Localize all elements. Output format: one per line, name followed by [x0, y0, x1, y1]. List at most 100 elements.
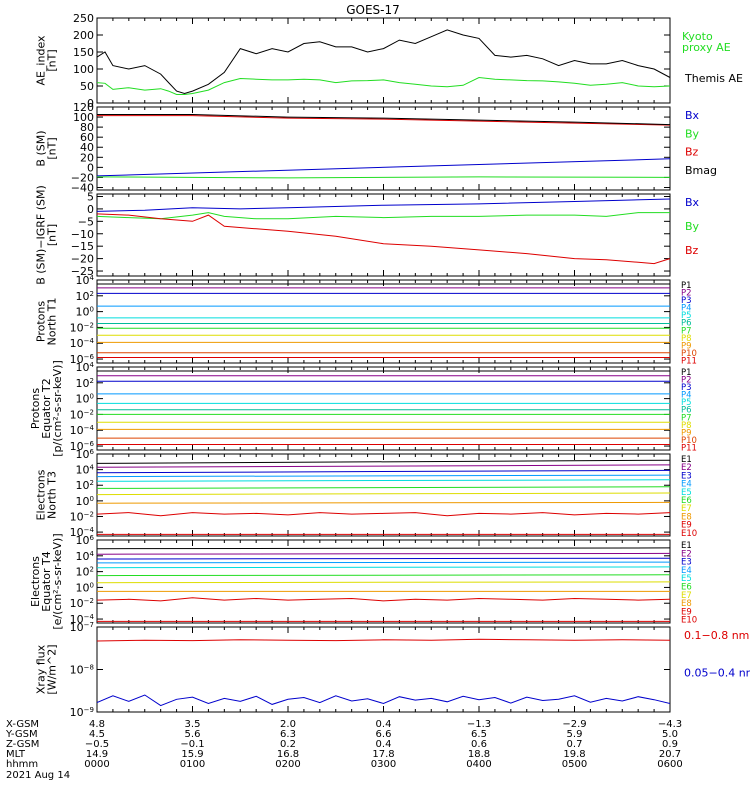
- legend-label: E5: [681, 574, 692, 584]
- x-row-value: 0000: [84, 759, 109, 770]
- legend-label: P7: [681, 326, 692, 336]
- y-tick-label: 40: [80, 141, 94, 154]
- figure-title: GOES-17: [346, 3, 400, 17]
- legend-label: P5: [681, 311, 692, 321]
- y-tick-label: 10−2: [70, 408, 94, 421]
- legend-label: Themis AE: [684, 72, 743, 85]
- y-tick-label: 10−4: [70, 613, 95, 626]
- y-tick-label: 50: [80, 80, 94, 93]
- x-row-value: 0.4: [376, 739, 392, 750]
- plot-frame: [96, 366, 671, 451]
- legend-label: P2: [681, 289, 692, 299]
- y-tick-label: −10: [71, 228, 94, 241]
- legend-label: P11: [681, 357, 697, 367]
- legend-label: 0.05−0.4 nm: [684, 667, 750, 680]
- series-line-bz: [97, 115, 670, 126]
- legend-label: E10: [681, 616, 697, 626]
- legend-label: Bz: [685, 146, 699, 159]
- legend-label: P4: [681, 304, 692, 314]
- x-row-value: 5.0: [662, 729, 678, 740]
- legend-label: P9: [681, 341, 692, 351]
- series-line-bmag: [97, 114, 670, 126]
- y-axis-label: [nT]: [46, 49, 59, 71]
- y-tick-label: 102: [76, 290, 94, 303]
- x-row-name: MLT: [6, 749, 26, 760]
- legend: Bx By Bz: [685, 196, 700, 257]
- x-row-value: 20.7: [659, 749, 681, 760]
- series-line-themis-ae: [97, 29, 670, 95]
- x-row-name: X-GSM: [6, 719, 39, 730]
- series-line-e1: [97, 459, 670, 464]
- series-line-0-05-0-4-nm: [97, 694, 670, 707]
- y-tick-label: 104: [76, 550, 95, 563]
- series-group: [97, 198, 670, 265]
- y-tick-label: −20: [71, 253, 94, 266]
- legend-label: P1: [681, 281, 692, 291]
- y-axis-label: [W/m^2]: [46, 644, 59, 694]
- y-tick-label: 100: [76, 581, 94, 594]
- legend-label: E8: [681, 512, 692, 522]
- y-tick-label: 10−4: [70, 526, 95, 539]
- y-tick-label: −20: [71, 171, 94, 184]
- legend-label: E3: [681, 471, 692, 481]
- y-tick-label: 104: [76, 361, 95, 374]
- legend-label: By: [685, 220, 700, 233]
- y-tick-label: 120: [73, 101, 94, 114]
- y-axis-label: Xray flux: [35, 644, 48, 694]
- series-line-bz: [97, 213, 670, 265]
- legend-label: Bx: [685, 109, 700, 122]
- legend-label: P6: [681, 319, 692, 329]
- legend-label: P5: [681, 398, 692, 408]
- x-row-value: 18.8: [468, 749, 490, 760]
- x-row-value: 19.8: [563, 749, 585, 760]
- legend-label: E6: [681, 583, 692, 593]
- series-line-e7: [97, 581, 670, 584]
- legend-label: P7: [681, 413, 692, 423]
- legend-label: E4: [681, 566, 692, 576]
- y-tick-label: 104: [76, 274, 95, 287]
- y-tick-label: 200: [73, 29, 94, 42]
- x-row-value: 0600: [657, 759, 682, 770]
- x-row-value: 6.6: [376, 729, 392, 740]
- legend-label: E1: [681, 455, 692, 465]
- series-line-e2: [97, 552, 670, 555]
- y-tick-label: 20: [80, 151, 94, 164]
- legend-label: E5: [681, 488, 692, 498]
- x-row-value: −2.9: [562, 719, 586, 730]
- legend-label: E7: [681, 591, 692, 601]
- y-tick-label: 106: [76, 448, 95, 461]
- y-tick-label: 10−4: [70, 337, 95, 350]
- y-tick-label: 10−2: [70, 597, 94, 610]
- x-row-value: 3.5: [185, 719, 201, 730]
- plot-frame: [96, 17, 671, 104]
- legend-label: E3: [681, 558, 692, 568]
- x-row-value: 5.9: [567, 729, 583, 740]
- series-line-e8: [97, 501, 670, 504]
- series-line-e6: [97, 486, 670, 489]
- legend-label: P3: [681, 296, 692, 306]
- series-group: [97, 459, 670, 535]
- legend-label: E10: [681, 529, 697, 539]
- series-group: [97, 547, 670, 622]
- legend-label: E8: [681, 599, 692, 609]
- y-tick-label: 102: [76, 377, 94, 390]
- series-line-bx: [97, 158, 670, 177]
- y-tick-label: 10−9: [70, 706, 94, 719]
- y-axis-label: B (SM): [35, 130, 48, 166]
- legend-label: Bmag: [685, 164, 717, 177]
- series-line-e4: [97, 474, 670, 478]
- y-tick-label: 100: [73, 63, 94, 76]
- x-row-value: 17.8: [372, 749, 394, 760]
- y-tick-label: 5: [87, 190, 94, 203]
- x-axis-table: X-GSM 4.8 3.5 2.0 0.4 −1.3 −2.9 −4.3 Y-GSM 4.5 5.6…: [5, 719, 683, 781]
- legend-label: E2: [681, 549, 692, 559]
- series-line-kyoto-proxy-ae: [97, 76, 670, 95]
- y-tick-label: 10−6: [70, 353, 95, 366]
- x-row-value: 6.3: [280, 729, 296, 740]
- y-axis-label: [nT]: [46, 137, 59, 159]
- series-line-e2: [97, 464, 670, 468]
- plot-frame: [96, 539, 671, 624]
